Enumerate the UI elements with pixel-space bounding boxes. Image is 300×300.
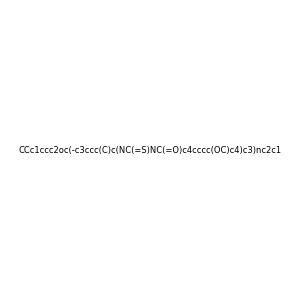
Text: CCc1ccc2oc(-c3ccc(C)c(NC(=S)NC(=O)c4cccc(OC)c4)c3)nc2c1: CCc1ccc2oc(-c3ccc(C)c(NC(=S)NC(=O)c4cccc… <box>18 146 282 154</box>
